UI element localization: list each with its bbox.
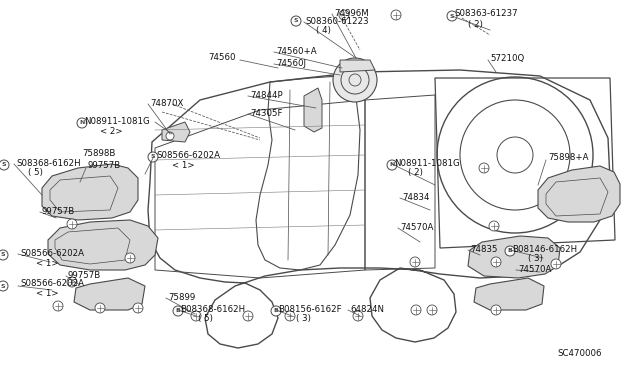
Polygon shape [538,166,620,222]
Text: 74570A: 74570A [400,222,433,231]
Text: S08566-6202A: S08566-6202A [20,279,84,288]
Text: B: B [508,248,513,253]
Text: 74560J: 74560J [276,58,306,67]
Circle shape [191,311,201,321]
Text: S08363-61237: S08363-61237 [454,10,518,19]
Circle shape [0,281,8,291]
Text: N08911-1081G: N08911-1081G [394,158,460,167]
Text: < 2>: < 2> [100,126,122,135]
Text: 74305F: 74305F [250,109,282,118]
Text: B08368-6162H: B08368-6162H [180,305,245,314]
Circle shape [271,306,281,316]
Circle shape [53,301,63,311]
Circle shape [491,257,501,267]
Circle shape [447,11,457,21]
Text: S: S [1,253,5,257]
Text: N: N [79,121,84,125]
Text: ( 3): ( 3) [528,254,543,263]
Circle shape [148,152,158,162]
Text: ( 5): ( 5) [28,169,43,177]
Text: N08911-1081G: N08911-1081G [84,116,150,125]
Circle shape [410,257,420,267]
Circle shape [387,160,397,170]
Text: 64824N: 64824N [350,305,384,314]
Circle shape [489,221,499,231]
Text: S: S [150,154,156,160]
Text: 74996M: 74996M [334,9,369,17]
Text: B: B [273,308,278,314]
Text: < 1>: < 1> [172,160,195,170]
Text: 74834: 74834 [402,192,429,202]
Polygon shape [74,278,145,310]
Text: 75899: 75899 [168,292,195,301]
Circle shape [479,163,489,173]
Circle shape [77,118,87,128]
Text: S08566-6202A: S08566-6202A [156,151,220,160]
Circle shape [339,10,349,20]
Text: 75898B: 75898B [82,148,115,157]
Polygon shape [474,278,544,310]
Text: S08566-6202A: S08566-6202A [20,248,84,257]
Text: 74835: 74835 [470,244,497,253]
Circle shape [243,311,253,321]
Circle shape [291,16,301,26]
Text: S: S [2,163,6,167]
Text: B: B [175,308,180,314]
Text: S08368-6162H: S08368-6162H [16,158,81,167]
Polygon shape [340,60,375,72]
Text: < 1>: < 1> [36,259,58,267]
Text: ( 5): ( 5) [198,314,213,324]
Text: S08360-61223: S08360-61223 [305,16,369,26]
Circle shape [67,277,77,287]
Text: 99757B: 99757B [68,270,101,279]
Text: ( 3): ( 3) [296,314,311,324]
Text: 99757B: 99757B [42,206,76,215]
Text: 75898+A: 75898+A [548,153,589,161]
Circle shape [173,306,183,316]
Text: SC470006: SC470006 [557,349,602,357]
Polygon shape [162,122,190,142]
Text: 74870X: 74870X [150,99,184,108]
Polygon shape [468,236,560,278]
Circle shape [125,253,135,263]
Text: 74844P: 74844P [250,90,283,99]
Text: ( 2): ( 2) [408,169,423,177]
Text: < 1>: < 1> [36,289,58,298]
Text: 99757B: 99757B [88,161,121,170]
Text: 74560+A: 74560+A [276,46,317,55]
Circle shape [427,305,437,315]
Text: B08146-6162H: B08146-6162H [512,244,577,253]
Circle shape [133,303,143,313]
Text: 74560: 74560 [208,54,236,62]
Circle shape [333,58,377,102]
Circle shape [95,303,105,313]
Text: 74570A: 74570A [518,264,552,273]
Text: S: S [294,19,298,23]
Circle shape [353,311,363,321]
Circle shape [0,250,8,260]
Circle shape [411,305,421,315]
Circle shape [551,259,561,269]
Circle shape [285,311,295,321]
Text: N: N [389,163,395,167]
Text: S: S [450,13,454,19]
Text: S: S [1,283,5,289]
Circle shape [491,305,501,315]
Polygon shape [48,220,158,270]
Circle shape [391,10,401,20]
Text: ( 4): ( 4) [316,26,331,35]
Circle shape [0,160,9,170]
Circle shape [505,246,515,256]
Circle shape [67,219,77,229]
Circle shape [166,132,174,140]
Polygon shape [304,88,322,132]
Polygon shape [42,164,138,220]
Text: ( 2): ( 2) [468,19,483,29]
Text: 57210Q: 57210Q [490,55,524,64]
Text: B08156-6162F: B08156-6162F [278,305,342,314]
